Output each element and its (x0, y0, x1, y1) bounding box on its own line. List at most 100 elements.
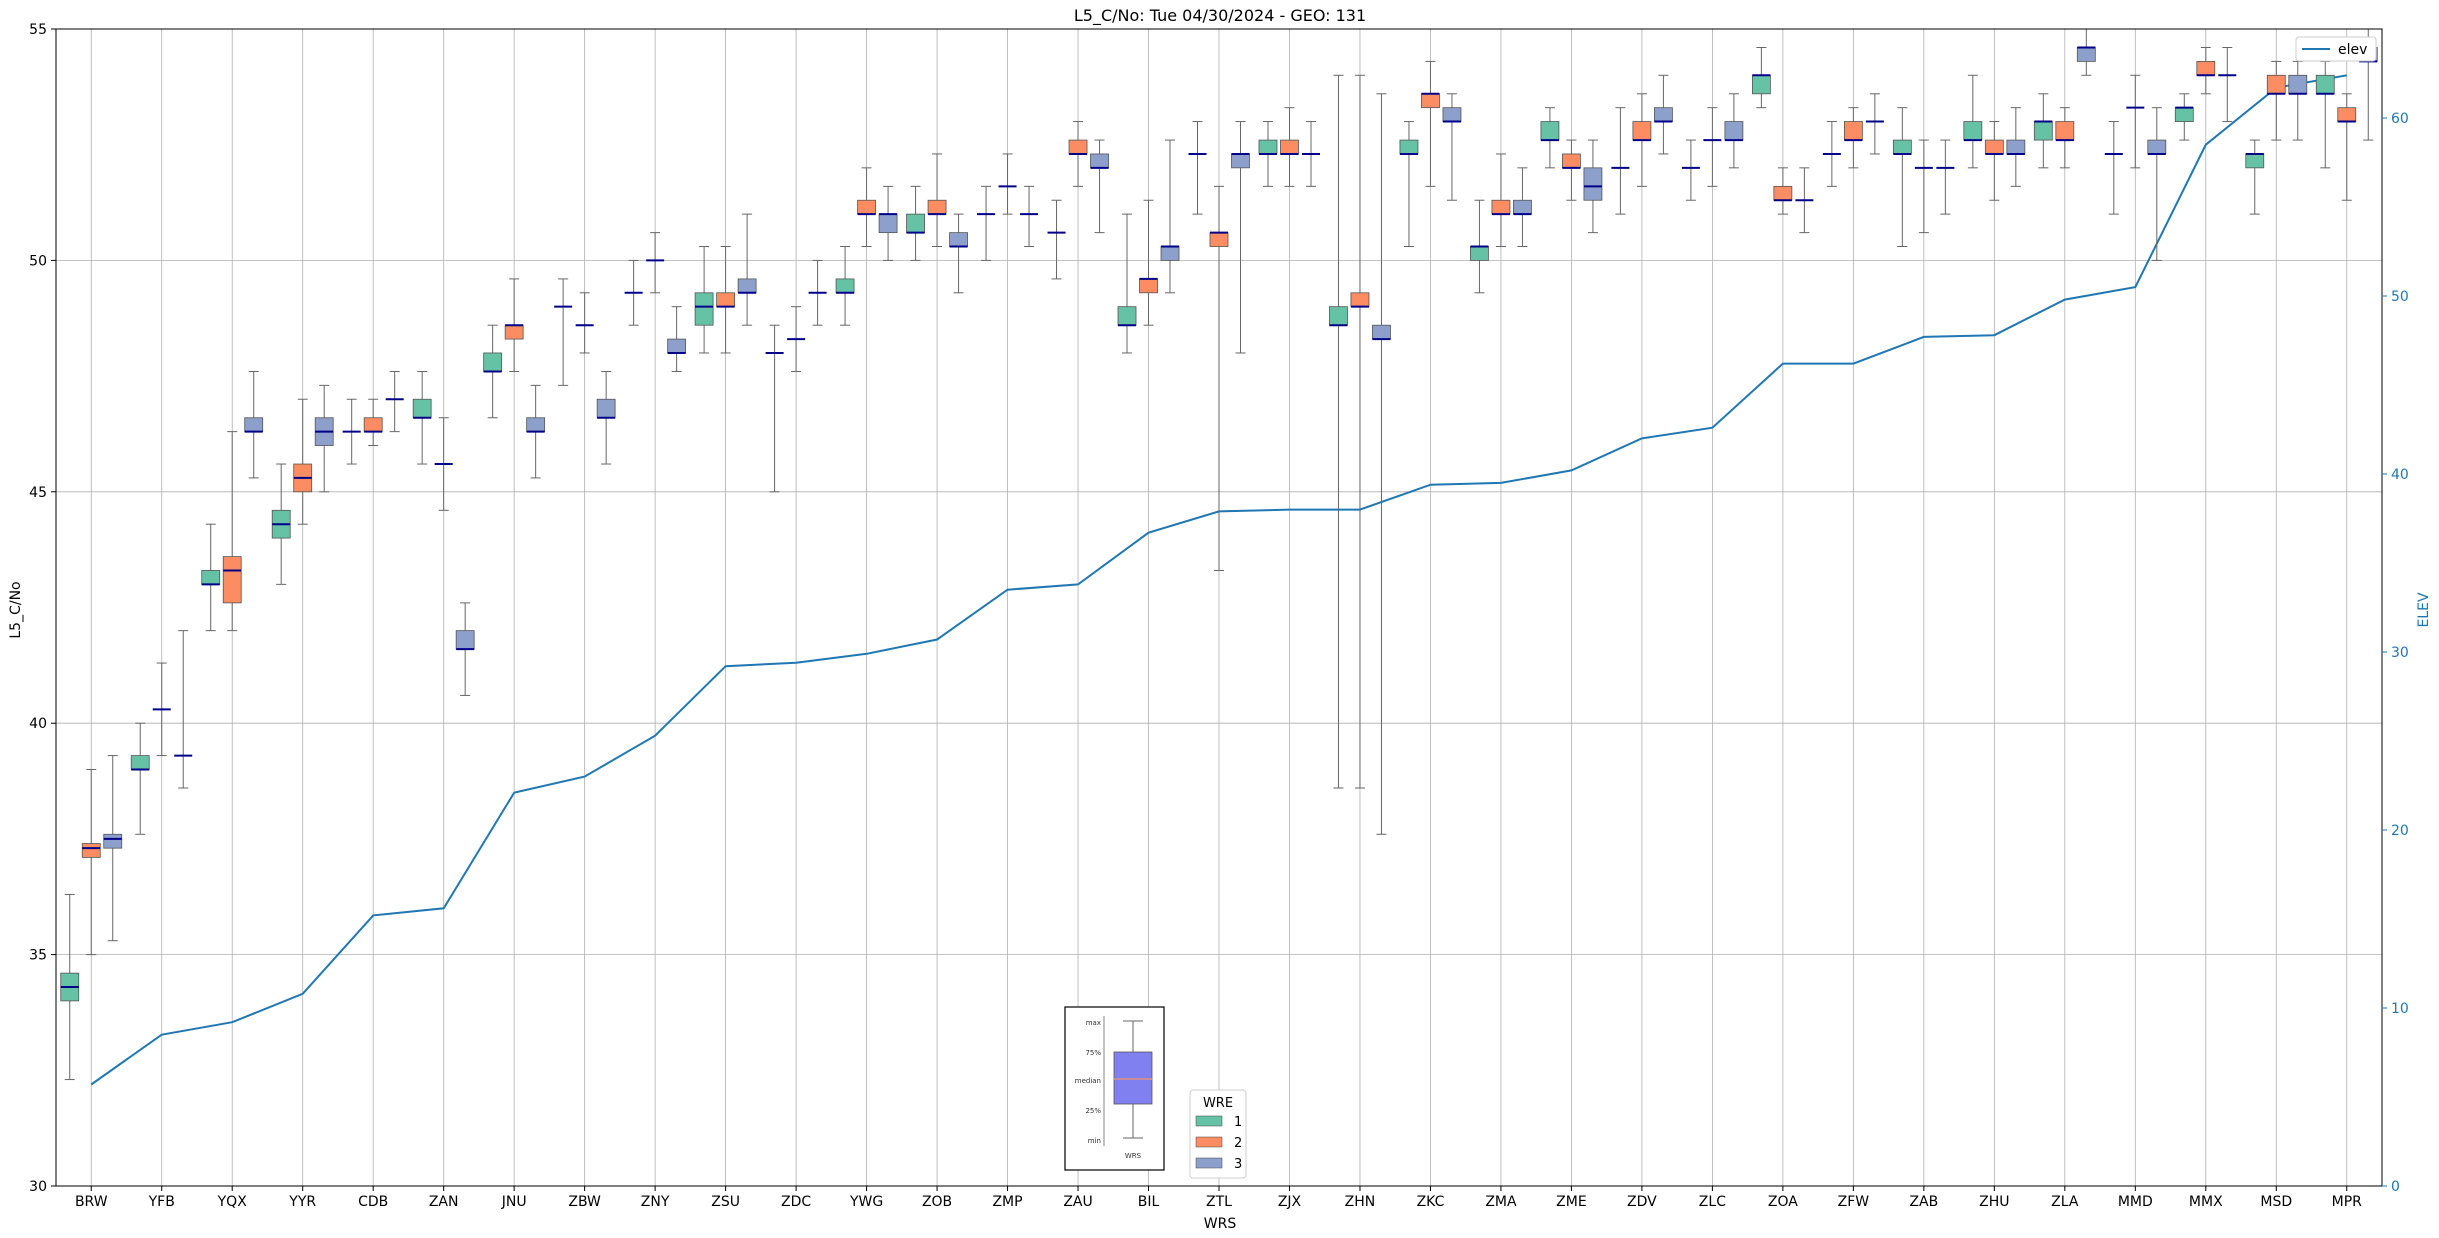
x-tick-label-msd: MSD (2260, 1194, 2292, 1210)
box-zdv-wre3 (1654, 74, 1673, 155)
box-zab-wre1 (1892, 107, 1912, 248)
box-zob-wre3 (949, 213, 968, 294)
box-yfb-wre2 (152, 662, 171, 757)
box-zdc-wre3 (808, 259, 827, 326)
x-tick-label-zjx: ZJX (1278, 1194, 1302, 1210)
box-zjx-wre2 (1280, 107, 1299, 187)
box-body (103, 833, 123, 849)
x-tick-label-zau: ZAU (1063, 1194, 1092, 1210)
box-zdv-wre2 (1632, 93, 1652, 187)
box-body (1773, 185, 1793, 201)
box-key-median-label: median (1075, 1077, 1101, 1085)
box-body (1583, 167, 1603, 201)
box-zsu-wre3 (737, 213, 757, 326)
x-tick-label-mmd: MMD (2118, 1194, 2153, 1210)
box-body (1372, 324, 1391, 340)
wre-legend-swatch-3 (1195, 1157, 1223, 1169)
box-zny-wre1 (624, 259, 643, 326)
box-zbw-wre2 (575, 292, 594, 354)
box-key-q3-label: 75% (1085, 1049, 1101, 1057)
box-zme-wre1 (1540, 107, 1560, 169)
box-body (1654, 107, 1673, 122)
x-tick-label-mpr: MPR (2332, 1194, 2363, 1210)
axis-ticks: BRW YFB YQX YYR CDB ZAN JNU ZBW ZNY ZSU ZDC YWG ZOB Z… (29, 22, 2409, 1210)
box-body (2245, 153, 2265, 169)
box-zma-wre1 (1470, 199, 1489, 294)
box-body (2196, 60, 2216, 76)
box-zob-wre1 (906, 185, 925, 261)
box-body (81, 843, 101, 858)
y2-tick-label-60: 60 (2391, 111, 2409, 127)
box-body (412, 398, 432, 419)
x-tick-label-brw: BRW (75, 1194, 108, 1210)
box-zme-wre3 (1583, 139, 1603, 234)
box-body (716, 292, 736, 308)
box-yqx-wre1 (201, 523, 221, 632)
box-body (1139, 278, 1158, 294)
box-yyr-wre1 (271, 463, 291, 585)
box-body (222, 556, 242, 604)
x-tick-label-zbw: ZBW (568, 1194, 601, 1210)
box-zma-wre2 (1491, 153, 1511, 248)
box-mmd-wre3 (2147, 107, 2167, 261)
box-body (483, 352, 503, 372)
box-zmp-wre3 (1020, 185, 1039, 248)
box-body (1751, 74, 1771, 95)
box-yfb-wre3 (174, 630, 193, 789)
y2-tick-label-10: 10 (2391, 1001, 2409, 1017)
box-body (1329, 306, 1348, 326)
box-body (2076, 47, 2096, 62)
box-zoa-wre1 (1751, 47, 1771, 109)
box-zbw-wre1 (554, 278, 573, 386)
box-body (667, 338, 687, 354)
box-ztl-wre1 (1188, 121, 1207, 215)
box-body (2055, 121, 2075, 141)
wre-legend-label-1: 1 (1234, 1115, 1242, 1130)
box-body (244, 417, 264, 433)
chart-title: L5_C/No: Tue 04/30/2024 - GEO: 131 (1074, 6, 1366, 26)
box-body (1160, 246, 1180, 261)
box-body (2147, 139, 2167, 155)
y2-tick-label-20: 20 (2391, 823, 2409, 839)
wre-legend: WRE 1 2 3 (1189, 1089, 1247, 1179)
box-zlc-wre1 (1681, 139, 1700, 201)
box-body (1892, 139, 1912, 155)
box-mmx-wre2 (2196, 47, 2216, 95)
y-tick-label-45: 45 (29, 485, 47, 501)
box-body (2174, 107, 2194, 122)
box-jnu-wre1 (483, 324, 503, 419)
box-zme-wre2 (1562, 139, 1581, 201)
x-axis-label: WRS (1204, 1216, 1237, 1232)
box-zoa-wre2 (1773, 167, 1793, 215)
box-body (504, 324, 524, 340)
box-layer (60, 28, 2378, 1081)
x-tick-label-zny: ZNY (641, 1194, 670, 1210)
box-body (1399, 139, 1419, 155)
x-tick-label-mmx: MMX (2189, 1194, 2223, 1210)
y-tick-label-40: 40 (29, 716, 47, 732)
box-mpr-wre1 (2315, 60, 2335, 169)
box-body (2006, 139, 2026, 155)
box-zlc-wre2 (1703, 107, 1722, 187)
box-zny-wre3 (667, 306, 687, 372)
box-body (1117, 306, 1137, 326)
x-tick-label-zhu: ZHU (1979, 1194, 2009, 1210)
box-body (1540, 121, 1560, 141)
box-key-box (1113, 1051, 1153, 1105)
box-body (1470, 246, 1489, 261)
box-zan-wre3 (455, 602, 475, 696)
box-body (1843, 121, 1863, 141)
x-tick-label-yqx: YQX (217, 1194, 248, 1210)
box-zhn-wre2 (1350, 74, 1370, 789)
box-cdb-wre3 (385, 370, 404, 433)
box-zhn-wre3 (1372, 93, 1391, 835)
x-tick-label-yyr: YYR (288, 1194, 316, 1210)
box-body (1632, 121, 1652, 141)
box-body (878, 213, 898, 234)
x-tick-label-zfw: ZFW (1838, 1194, 1870, 1210)
box-zfw-wre3 (1865, 93, 1884, 155)
x-tick-label-jnu: JNU (501, 1194, 527, 1210)
box-zau-wre2 (1068, 121, 1088, 187)
box-zau-wre3 (1090, 139, 1109, 234)
